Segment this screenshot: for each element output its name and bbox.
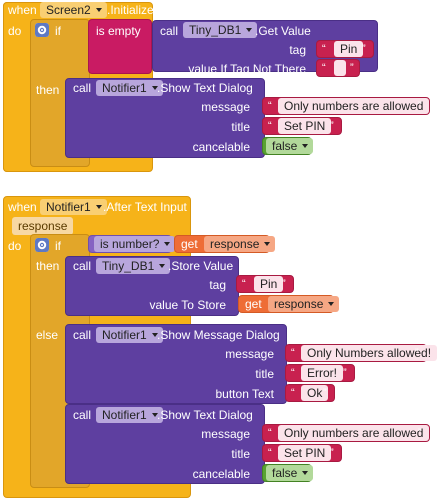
open-quote-icon: “ — [268, 447, 272, 459]
call-label: call — [73, 259, 92, 273]
mutator-gear-icon[interactable] — [35, 238, 49, 252]
show-message-dialog-method-label: .Show Message Dialog — [157, 328, 280, 342]
then-label: then — [36, 83, 60, 97]
tag-text-value[interactable]: Pin — [254, 276, 284, 292]
open-quote-icon: “ — [268, 100, 272, 112]
false-dropdown[interactable]: false — [266, 138, 314, 154]
tag-arg-label: tag — [289, 43, 306, 57]
notifier-event-component-dropdown[interactable]: Notifier1 — [40, 199, 107, 215]
cancelable-arg-label: cancelable — [192, 140, 250, 154]
notifier-component-dropdown[interactable]: Notifier1 — [96, 407, 163, 423]
title-arg-label: title — [231, 120, 250, 134]
title-arg-label: title — [255, 367, 274, 381]
message-text-value[interactable]: Only Numbers allowed! — [301, 345, 438, 361]
when-label: when — [8, 3, 37, 17]
store-value-method-label: .Store Value — [168, 259, 234, 273]
value-if-not-there-label: value If Tag Not There — [188, 62, 306, 76]
is-number-dropdown[interactable]: is number? — [94, 236, 176, 252]
is-empty-label: is empty — [96, 24, 141, 38]
title-text-value[interactable]: Set PIN — [278, 118, 332, 134]
close-quote-icon: ” — [415, 347, 419, 359]
mutator-gear-icon[interactable] — [35, 23, 49, 37]
screen-component-dropdown[interactable]: Screen2 — [40, 2, 107, 18]
call-label: call — [73, 81, 92, 95]
get-value-method-label: .Get Value — [255, 24, 311, 38]
tinydb-component-dropdown[interactable]: Tiny_DB1 — [183, 22, 258, 38]
close-quote-icon: ” — [282, 278, 286, 290]
close-quote-icon: ” — [323, 387, 327, 399]
tinydb-component-dropdown[interactable]: Tiny_DB1 — [96, 258, 171, 274]
tag-arg-label: tag — [209, 278, 226, 292]
message-arg-label: message — [201, 427, 250, 441]
get-label: get — [181, 237, 198, 251]
title-text-value[interactable]: Set PIN — [278, 445, 332, 461]
then-label: then — [36, 259, 60, 273]
when-label: when — [8, 200, 37, 214]
close-quote-icon: ” — [418, 100, 422, 112]
tag-text-value[interactable]: Pin — [334, 41, 364, 57]
message-arg-label: message — [225, 347, 274, 361]
is-empty-block[interactable] — [88, 19, 152, 74]
get-response-dropdown[interactable]: response — [204, 236, 276, 252]
message-text-value[interactable]: Only numbers are allowed — [278, 98, 430, 114]
do-label: do — [8, 24, 22, 38]
open-quote-icon: “ — [268, 427, 272, 439]
get-label: get — [245, 297, 262, 311]
show-text-dialog-method-label: .Show Text Dialog — [157, 81, 253, 95]
close-quote-icon: ” — [330, 120, 334, 132]
close-quote-icon: ” — [350, 62, 354, 74]
message-arg-label: message — [201, 100, 250, 114]
title-text-value[interactable]: Error! — [301, 365, 343, 381]
empty-text-value[interactable] — [334, 60, 346, 76]
event-name-label: .Initialize — [107, 3, 154, 17]
open-quote-icon: “ — [322, 62, 326, 74]
open-quote-icon: “ — [322, 43, 326, 55]
open-quote-icon: “ — [242, 278, 246, 290]
open-quote-icon: “ — [268, 120, 272, 132]
notifier-component-dropdown[interactable]: Notifier1 — [96, 80, 163, 96]
false-dropdown[interactable]: false — [266, 465, 314, 481]
if-label: if — [55, 239, 61, 253]
close-quote-icon: ” — [418, 427, 422, 439]
button-text-value[interactable]: Ok — [301, 385, 329, 401]
title-arg-label: title — [231, 447, 250, 461]
cancelable-arg-label: cancelable — [192, 467, 250, 481]
close-quote-icon: ” — [362, 43, 366, 55]
call-label: call — [73, 408, 92, 422]
close-quote-icon: ” — [330, 447, 334, 459]
if-label: if — [55, 24, 61, 38]
open-quote-icon: “ — [291, 347, 295, 359]
get-response-dropdown[interactable]: response — [268, 296, 340, 312]
close-quote-icon: ” — [343, 367, 347, 379]
call-label: call — [73, 328, 92, 342]
response-param-pill[interactable]: response — [12, 217, 74, 235]
open-quote-icon: “ — [291, 387, 295, 399]
do-label: do — [8, 239, 22, 253]
message-text-value[interactable]: Only numbers are allowed — [278, 425, 430, 441]
event-block-body — [3, 2, 29, 172]
call-label: call — [160, 24, 179, 38]
button-text-arg-label: button Text — [215, 387, 275, 401]
event-name-label: .After Text Input — [103, 200, 187, 214]
value-to-store-label: value To Store — [149, 298, 227, 312]
else-label: else — [36, 328, 59, 342]
show-text-dialog-method-label: .Show Text Dialog — [157, 408, 253, 422]
open-quote-icon: “ — [291, 367, 295, 379]
notifier-component-dropdown[interactable]: Notifier1 — [96, 327, 163, 343]
